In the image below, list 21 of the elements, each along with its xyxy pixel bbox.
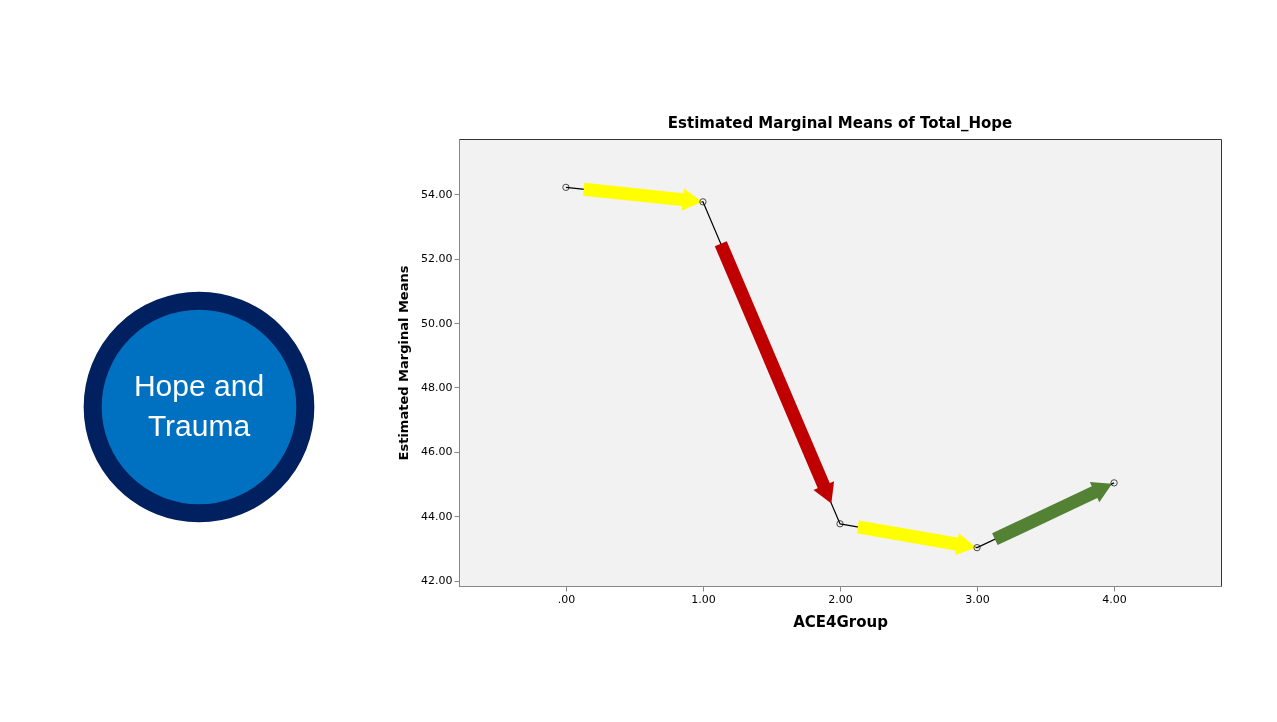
point [836,520,844,528]
text: Hope and Trauma [133,369,265,442]
y-tick-label: 48.00 [421,380,453,394]
y-axis-title: Estimated Marginal Means [396,265,412,461]
point [699,198,707,206]
y-tick-label: 44.00 [421,509,453,523]
y-tick-label: 46.00 [421,445,453,459]
point [973,543,981,552]
point [1110,479,1118,487]
y-tick-label: 50.00 [421,316,453,330]
chart-title: Estimated Marginal Means of Total_Hope [667,114,1013,132]
x-tick-label: 4.00 [1102,592,1127,606]
x-tick-label: 1.00 [691,592,716,606]
y-tick-label: 52.00 [421,252,453,266]
x-axis-title: ACE4Group [793,612,889,631]
point [562,183,570,191]
y-tick-label: 42.00 [421,574,453,588]
x-tick-label: .00 [557,592,576,606]
y-tick-label: 54.00 [421,187,453,201]
x-tick-label: 2.00 [828,592,853,606]
x-tick-label: 3.00 [965,592,990,606]
